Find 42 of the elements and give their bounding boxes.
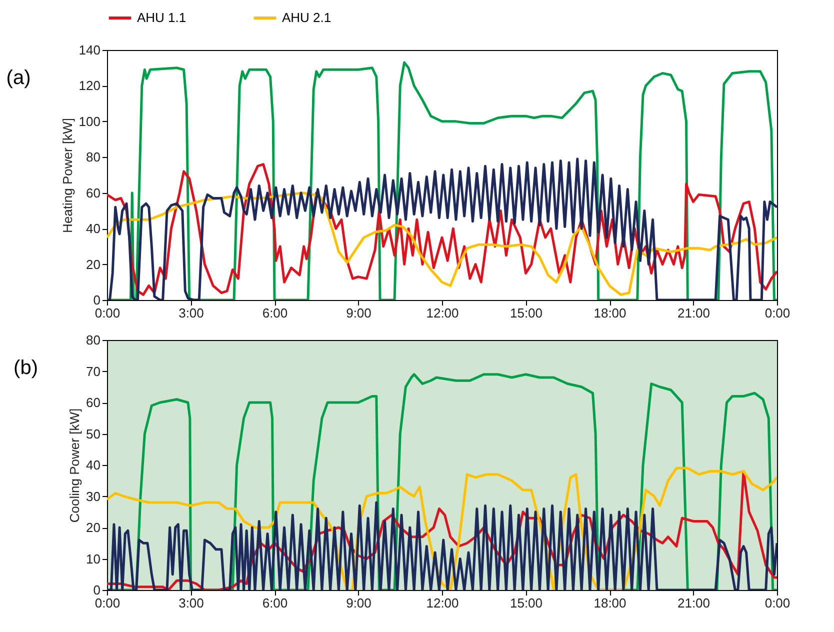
x-tick-label: 6:00 [262,596,288,610]
x-tick-label: 0:00 [94,596,120,610]
y-tick-label: 30 [86,488,100,504]
y-tick-label: 40 [86,458,100,472]
y-axis-title: Cooling Power [kW] [67,408,82,523]
x-tick-label: 3:00 [178,596,204,610]
x-tick-label: 0:00 [94,306,120,320]
x-tick-label: 9:00 [346,306,372,320]
x-tick-label: 6:00 [262,306,288,320]
y-tick-label: 60 [86,395,100,410]
text: (b) [14,357,38,379]
y-tick-label: 120 [78,78,100,94]
x-tick-label: 3:00 [178,306,204,320]
x-tick-label: 12:00 [426,306,459,320]
y-tick-label: 80 [86,150,100,165]
y-tick-label: 10 [86,551,100,566]
y-tick-label: 80 [86,332,100,348]
y-tick-label: 0 [93,292,100,308]
legend-label: AHU 1.1 [137,10,186,25]
x-tick-label: 15:00 [510,306,543,320]
y-axis-title: Heating Power [kW] [60,118,75,233]
y-tick-label: 70 [86,364,100,379]
text: (a) [6,67,31,89]
x-tick-label: 18:00 [594,306,626,320]
x-tick-label: 9:00 [346,596,372,610]
line-series [107,501,777,590]
y-tick-label: 60 [86,185,100,200]
x-tick-label: 15:00 [510,596,543,610]
x-tick-label: 21:00 [677,596,710,610]
x-tick-label: 18:00 [594,596,626,610]
y-tick-label: 20 [86,520,100,535]
legend-label: AHU 2.1 [282,10,332,25]
y-tick-label: 0 [93,582,100,598]
x-tick-label: 12:00 [426,596,459,610]
y-tick-label: 100 [78,114,100,129]
y-tick-label: 50 [86,426,100,442]
y-tick-label: 40 [86,221,100,236]
x-tick-label: 21:00 [677,306,710,320]
x-tick-label: 0:00 [764,596,790,610]
y-tick-label: 140 [78,42,100,58]
y-tick-label: 20 [86,256,100,272]
x-tick-label: 0:00 [764,306,790,320]
